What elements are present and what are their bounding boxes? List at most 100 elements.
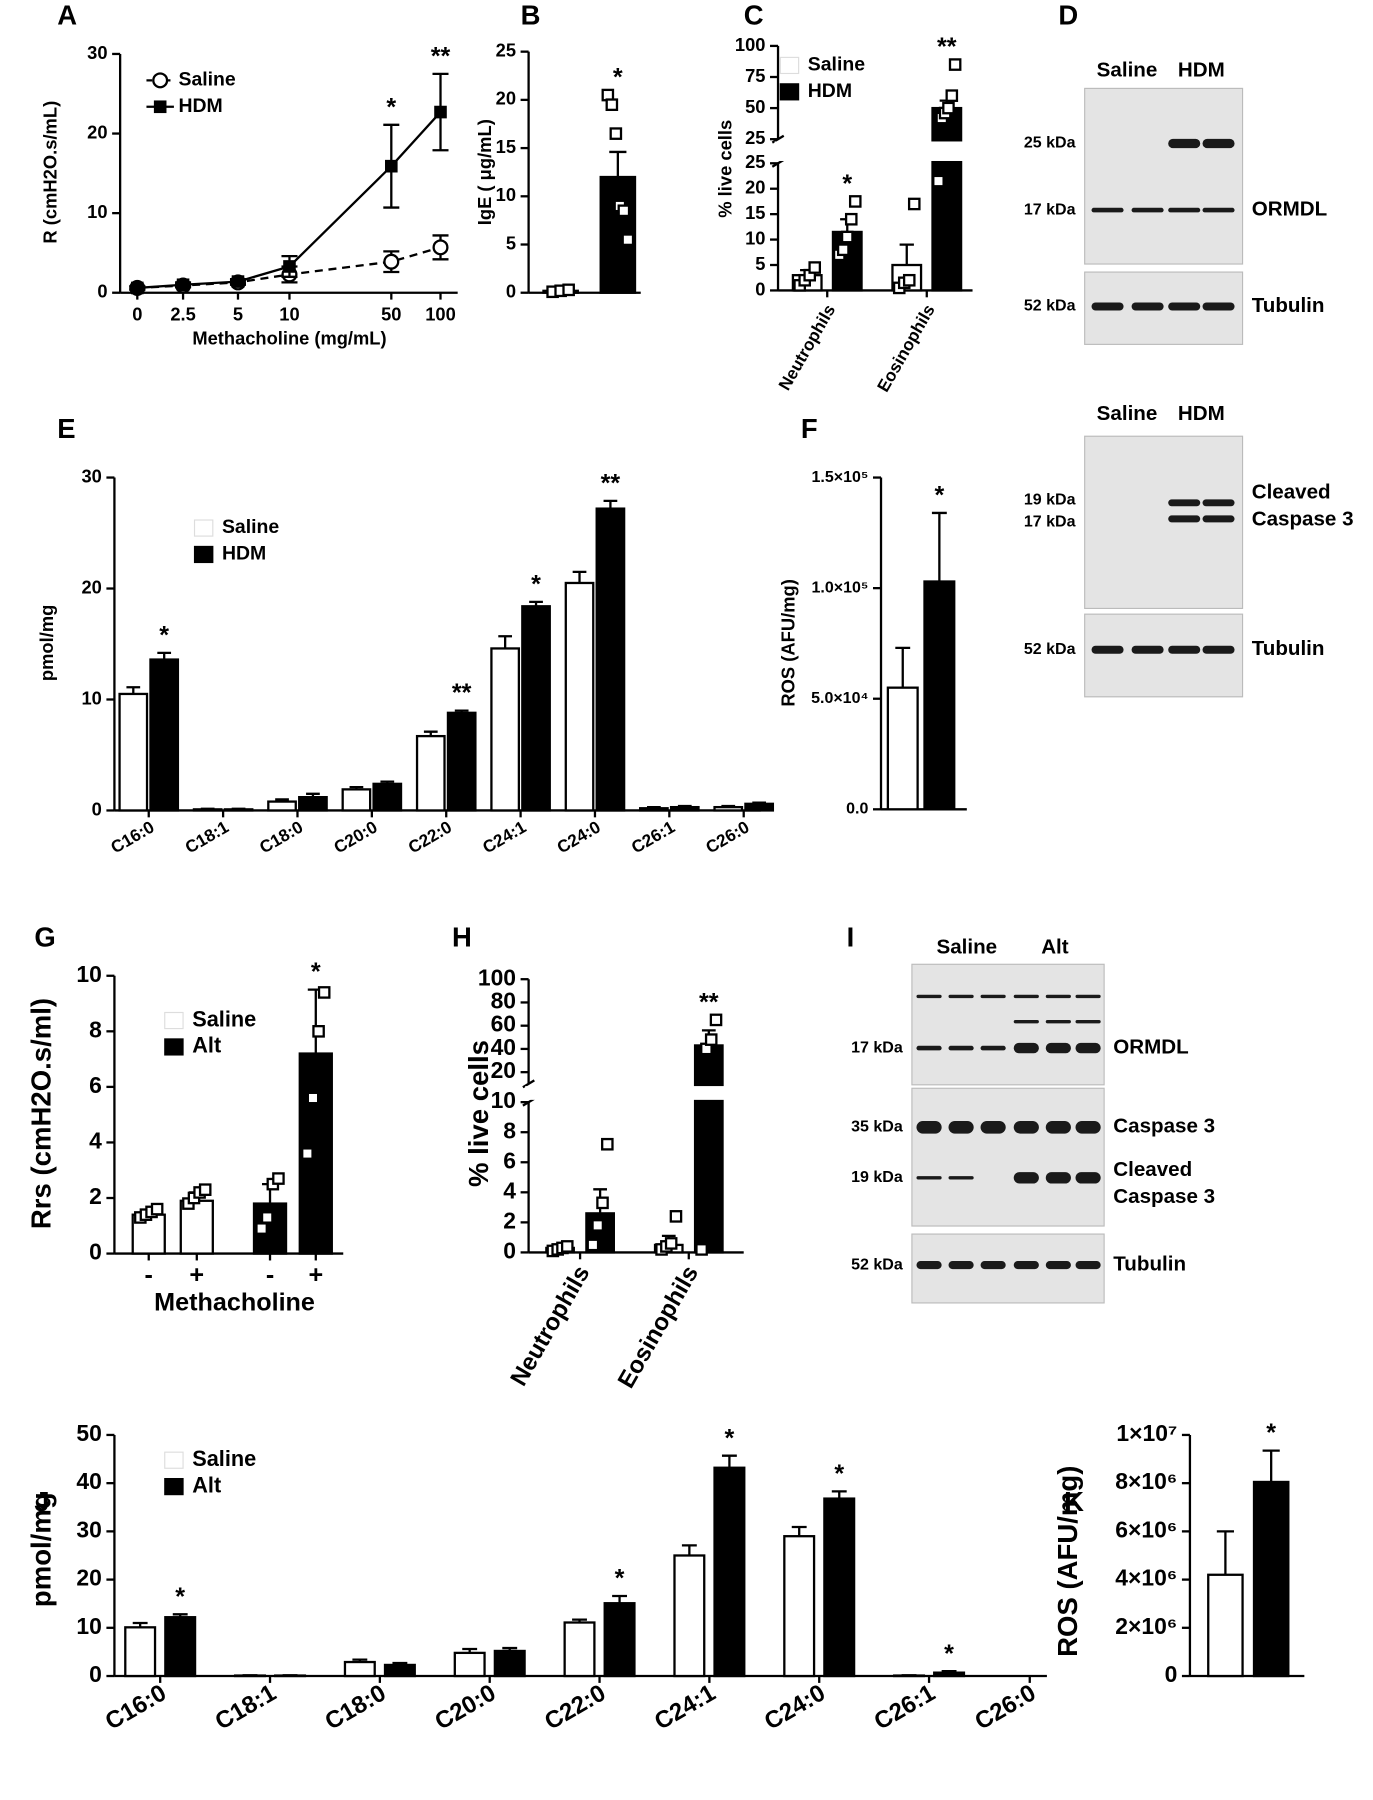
protein-label: Tubulin — [1252, 637, 1325, 660]
blot-band — [1045, 1019, 1071, 1024]
error-bar — [895, 646, 911, 688]
panel-label: D — [1058, 0, 1078, 31]
significance: * — [175, 1583, 185, 1611]
size-marker: 19 kDa — [851, 1168, 904, 1186]
size-marker: 52 kDa — [1024, 297, 1077, 315]
data-point — [808, 261, 822, 274]
x-axis-label: Methacholine (mg/mL) — [192, 328, 386, 349]
bar — [372, 782, 403, 812]
data-point — [848, 195, 862, 208]
y-tick-label: 0 — [97, 281, 107, 302]
data-point — [664, 1237, 678, 1250]
lane-label: HDM — [1178, 402, 1225, 425]
legend-swatch — [193, 519, 214, 537]
axis-gap — [774, 141, 973, 161]
y-tick-label: 75 — [745, 65, 765, 86]
bar — [490, 647, 521, 812]
blot-band — [1091, 207, 1124, 213]
blot-band — [1202, 645, 1235, 654]
bar — [931, 106, 963, 292]
significance: * — [613, 64, 623, 92]
significance: * — [725, 1424, 735, 1452]
x-axis-label: Methacholine — [154, 1289, 315, 1317]
bar — [713, 805, 744, 812]
significance: * — [834, 1460, 844, 1488]
y-tick-label: 80 — [491, 987, 516, 1013]
error-bar — [200, 807, 215, 810]
bar — [453, 1651, 486, 1678]
blot-band — [948, 1176, 974, 1180]
blot-band — [1202, 499, 1235, 507]
data-point — [301, 1147, 314, 1160]
blot-band — [980, 1045, 1006, 1051]
y-axis-label: Rrs (cmH2O.s/ml) — [26, 998, 57, 1229]
data-point — [902, 273, 916, 287]
legend-label: Alt — [192, 1472, 221, 1497]
y-tick-label: 10 — [81, 687, 101, 708]
protein-label: Tubulin — [1252, 294, 1325, 317]
data-point — [601, 1137, 614, 1151]
protein-label: Cleaved Caspase 3 — [1252, 481, 1354, 531]
bar — [415, 734, 446, 812]
bar — [595, 507, 626, 812]
y-tick-label: 20 — [76, 1565, 101, 1591]
y-tick-label: 2 — [503, 1207, 516, 1233]
panel-label: H — [452, 921, 472, 952]
x-tick-label: 2.5 — [170, 304, 195, 325]
blot-band — [1013, 994, 1039, 999]
legend-label: HDM — [178, 95, 222, 117]
error-bar — [462, 1647, 478, 1653]
bar — [1207, 1573, 1244, 1678]
error-bar — [647, 805, 661, 809]
legend-label: Alt — [192, 1033, 221, 1058]
blot-membrane — [911, 1087, 1105, 1227]
y-tick-label: 0 — [755, 278, 765, 299]
x-tick-label: C18:1 — [211, 1679, 281, 1735]
error-bar — [423, 730, 438, 737]
protein-label: ORMDL — [1113, 1036, 1188, 1059]
blot-band — [1045, 994, 1071, 999]
blot-band — [1075, 1019, 1101, 1024]
x-tick-label: C26:1 — [870, 1679, 940, 1735]
significance: ** — [937, 33, 957, 61]
x-tick-label: C24:1 — [650, 1679, 720, 1735]
bar — [493, 1649, 526, 1678]
x-tick-label: C20:0 — [430, 1679, 500, 1735]
blot-band — [1168, 515, 1201, 523]
marker — [176, 278, 190, 292]
y-tick-label: 20 — [491, 1057, 516, 1083]
data-point — [312, 1025, 325, 1038]
line — [137, 111, 442, 290]
significance: ** — [431, 42, 451, 70]
legend-label: HDM — [222, 543, 266, 565]
data-point — [609, 127, 623, 140]
bar — [164, 1616, 197, 1678]
blot-band — [1013, 1042, 1039, 1054]
y-tick-label: 0 — [1165, 1661, 1178, 1687]
significance: ** — [452, 679, 472, 707]
blot-band — [1202, 302, 1235, 311]
bar — [149, 658, 180, 812]
bar — [823, 1497, 856, 1678]
significance: * — [311, 958, 321, 986]
y-tick-label: 1.5×10⁵ — [812, 468, 869, 486]
y-tick-label: 0 — [503, 1237, 516, 1263]
y-tick-label: 8×10⁶ — [1115, 1468, 1177, 1494]
y-tick-label: 15 — [496, 136, 516, 157]
size-marker: 17 kDa — [851, 1038, 904, 1056]
error-bar — [572, 570, 587, 583]
lane-label: Saline — [937, 936, 998, 959]
protein-label: Caspase 3 — [1113, 1115, 1215, 1138]
error-bar — [307, 988, 324, 1054]
y-tick-label: 4 — [503, 1177, 516, 1203]
protein-label: Tubulin — [1113, 1252, 1186, 1275]
significance: * — [842, 170, 852, 198]
data-point — [948, 58, 962, 71]
y-tick-label: 2×10⁶ — [1115, 1613, 1177, 1639]
bar — [124, 1626, 157, 1678]
bar — [673, 1554, 706, 1678]
size-marker: 25 kDa — [1024, 134, 1077, 152]
blot-band — [916, 1176, 942, 1180]
blot-band — [1075, 1042, 1101, 1054]
x-tick-label: C18:0 — [256, 817, 306, 858]
